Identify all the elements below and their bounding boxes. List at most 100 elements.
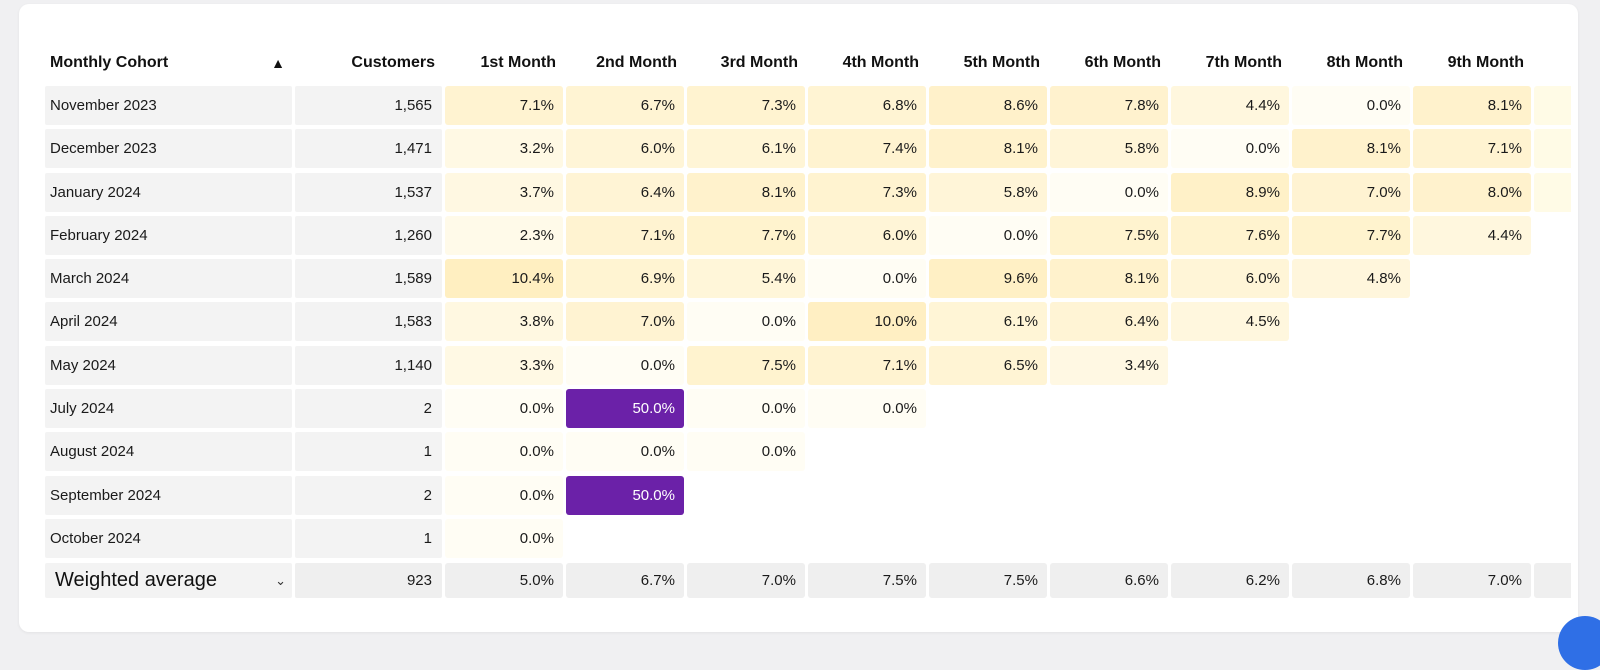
retention-cell[interactable]: 7.1%	[1413, 129, 1531, 169]
average-cell: 5.0%	[445, 563, 563, 599]
retention-cell[interactable]: 4.4%	[1413, 215, 1531, 255]
retention-cell[interactable]: 3.3%	[445, 345, 563, 385]
retention-cell[interactable]: 6.5%	[929, 345, 1047, 385]
retention-cell	[929, 432, 1047, 471]
retention-cell[interactable]: 0.0%	[1292, 86, 1410, 125]
retention-cell	[808, 432, 926, 471]
retention-cell[interactable]: 50.0%	[566, 475, 684, 515]
average-type-dropdown[interactable]: Weighted average ⌄	[45, 563, 292, 599]
retention-cell[interactable]: 0.0%	[566, 345, 684, 385]
column-header[interactable]: 6th Month	[1084, 54, 1161, 71]
retention-cell[interactable]: 8.9%	[1171, 172, 1289, 212]
retention-cell[interactable]: 0.0%	[687, 302, 805, 342]
retention-cell[interactable]: 0.0%	[445, 518, 563, 558]
retention-cell[interactable]: 0.0%	[687, 389, 805, 429]
retention-cell[interactable]: 4.5%	[1171, 302, 1289, 342]
column-header[interactable]: 4th Month	[842, 54, 919, 71]
retention-cell[interactable]: 0.0%	[1171, 129, 1289, 169]
average-cell: 7.0%	[687, 563, 805, 599]
retention-cell[interactable]: 8.1%	[1050, 259, 1168, 299]
retention-cell[interactable]: 7.1%	[808, 345, 926, 385]
retention-cell[interactable]: 6.1%	[929, 302, 1047, 342]
customers-cell: 1,140	[295, 345, 442, 385]
retention-cell[interactable]: 10.0%	[808, 302, 926, 342]
retention-cell[interactable]: 0.0%	[566, 432, 684, 472]
average-cell: 7.0%	[1413, 563, 1531, 599]
retention-cell[interactable]: 8.1%	[687, 172, 805, 212]
retention-cell[interactable]: 0.0%	[808, 389, 926, 429]
retention-cell[interactable]: 6.0%	[1171, 259, 1289, 299]
retention-cell[interactable]: 50.0%	[566, 389, 684, 429]
retention-cell[interactable]: 0.0%	[1050, 172, 1168, 212]
retention-cell[interactable]: 8.1%	[1413, 86, 1531, 125]
cohort-card: Monthly Cohort ▲ Customers 1st Month 2nd Mon…	[19, 4, 1578, 632]
retention-cell[interactable]: 7.0%	[566, 302, 684, 342]
retention-cell[interactable]: 6.0%	[566, 129, 684, 169]
chat-launcher-button[interactable]	[1558, 616, 1600, 670]
retention-cell[interactable]: 7.8%	[1050, 86, 1168, 125]
retention-cell	[1413, 432, 1531, 471]
retention-cell[interactable]: 7.7%	[687, 215, 805, 255]
retention-cell	[1534, 86, 1571, 125]
column-header[interactable]: 5th Month	[963, 54, 1040, 71]
retention-cell[interactable]: 0.0%	[445, 389, 563, 429]
retention-cell[interactable]: 7.5%	[687, 345, 805, 385]
retention-cell[interactable]: 6.0%	[808, 215, 926, 255]
retention-cell[interactable]: 0.0%	[929, 215, 1047, 255]
retention-cell[interactable]: 7.7%	[1292, 215, 1410, 255]
retention-cell[interactable]: 8.1%	[1292, 129, 1410, 169]
retention-cell[interactable]: 8.0%	[1413, 172, 1531, 212]
retention-cell[interactable]: 10.4%	[445, 259, 563, 299]
retention-cell[interactable]: 9.6%	[929, 259, 1047, 299]
column-header[interactable]: 8th Month	[1326, 54, 1403, 71]
column-header[interactable]: 2nd Month	[596, 54, 677, 71]
retention-cell[interactable]: 3.7%	[445, 172, 563, 212]
column-header-label: Monthly Cohort	[50, 54, 169, 71]
column-header-cohort[interactable]: Monthly Cohort ▲	[45, 40, 295, 86]
retention-cell[interactable]: 4.4%	[1171, 86, 1289, 125]
retention-cell[interactable]: 4.8%	[1292, 259, 1410, 299]
retention-cell[interactable]: 7.4%	[808, 129, 926, 169]
retention-cell[interactable]: 5.8%	[929, 172, 1047, 212]
column-header[interactable]	[1534, 40, 1571, 86]
customers-cell: 1,471	[295, 129, 442, 169]
retention-cell[interactable]: 3.4%	[1050, 345, 1168, 385]
retention-cell[interactable]: 6.4%	[1050, 302, 1168, 342]
retention-cell[interactable]: 0.0%	[445, 475, 563, 515]
retention-cell[interactable]: 5.4%	[687, 259, 805, 299]
retention-cell[interactable]: 7.1%	[445, 86, 563, 125]
retention-cell[interactable]: 7.1%	[566, 215, 684, 255]
cohort-table-viewport[interactable]: Monthly Cohort ▲ Customers 1st Month 2nd Mon…	[45, 40, 1571, 610]
column-header[interactable]: Customers	[351, 54, 435, 71]
retention-cell[interactable]: 7.6%	[1171, 215, 1289, 255]
sort-ascending-icon[interactable]: ▲	[271, 55, 285, 71]
retention-cell[interactable]: 7.0%	[1292, 172, 1410, 212]
retention-cell	[1413, 302, 1531, 341]
cohort-row-label: May 2024	[45, 345, 292, 385]
retention-cell[interactable]: 5.8%	[1050, 129, 1168, 169]
retention-cell[interactable]: 6.7%	[566, 86, 684, 125]
retention-cell[interactable]: 8.1%	[929, 129, 1047, 169]
column-header[interactable]: 1st Month	[480, 54, 556, 71]
retention-cell[interactable]: 6.9%	[566, 259, 684, 299]
retention-cell[interactable]: 6.4%	[566, 172, 684, 212]
retention-cell[interactable]: 6.8%	[808, 86, 926, 125]
average-cell: 6.2%	[1171, 563, 1289, 599]
column-header[interactable]: 7th Month	[1205, 54, 1282, 71]
retention-cell[interactable]: 7.5%	[1050, 215, 1168, 255]
retention-cell[interactable]: 3.2%	[445, 129, 563, 169]
retention-cell[interactable]: 3.8%	[445, 302, 563, 342]
retention-cell	[1171, 432, 1289, 471]
retention-cell[interactable]: 0.0%	[687, 432, 805, 472]
column-header[interactable]: 3rd Month	[720, 54, 798, 71]
retention-cell	[1534, 259, 1571, 298]
retention-cell[interactable]: 8.6%	[929, 86, 1047, 125]
retention-cell[interactable]: 2.3%	[445, 215, 563, 255]
retention-cell[interactable]: 7.3%	[687, 86, 805, 125]
retention-cell[interactable]: 6.1%	[687, 129, 805, 169]
retention-cell[interactable]: 0.0%	[445, 432, 563, 472]
average-cell: 6.6%	[1050, 563, 1168, 599]
column-header[interactable]: 9th Month	[1447, 54, 1524, 71]
retention-cell[interactable]: 0.0%	[808, 259, 926, 299]
retention-cell[interactable]: 7.3%	[808, 172, 926, 212]
